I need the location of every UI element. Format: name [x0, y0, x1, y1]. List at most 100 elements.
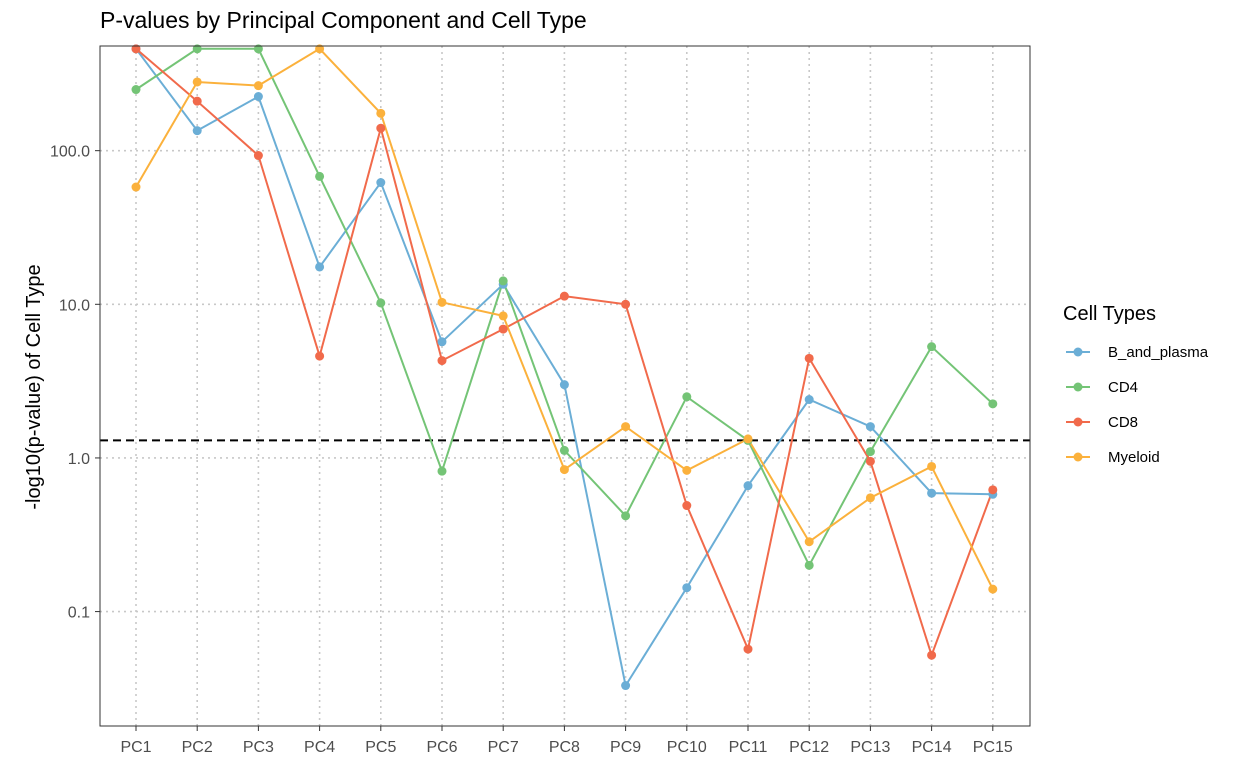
- data-point-cd8: [743, 644, 753, 654]
- chart-title: P-values by Principal Component and Cell…: [100, 7, 587, 33]
- legend-key-point: [1073, 452, 1083, 462]
- legend-label: CD4: [1108, 379, 1138, 396]
- data-point-b-and-plasma: [927, 488, 937, 498]
- x-tick-label: PC4: [304, 739, 335, 756]
- data-point-cd4: [988, 399, 998, 409]
- data-point-myeloid: [743, 434, 753, 444]
- legend-label: CD8: [1108, 414, 1138, 431]
- data-point-cd4: [315, 171, 325, 181]
- x-tick-label: PC6: [426, 739, 457, 756]
- data-point-b-and-plasma: [804, 395, 814, 405]
- data-point-cd8: [253, 151, 263, 161]
- data-point-b-and-plasma: [865, 422, 875, 432]
- data-point-cd4: [804, 560, 814, 570]
- panel-border: [99, 45, 1031, 727]
- data-point-b-and-plasma: [192, 126, 202, 136]
- series-lines: [135, 47, 994, 689]
- data-point-cd4: [376, 298, 386, 308]
- legend-item-b-and-plasma: B_and_plasma: [1066, 344, 1209, 361]
- data-point-cd8: [131, 44, 141, 54]
- x-tick-label: PC13: [850, 739, 890, 756]
- data-point-cd8: [621, 299, 631, 309]
- x-tick-label: PC3: [243, 739, 274, 756]
- y-tick-label: 0.1: [68, 605, 90, 622]
- legend-label: B_and_plasma: [1108, 344, 1209, 361]
- legend: Cell Types B_and_plasma CD4 CD8 Myeloid: [1063, 303, 1209, 466]
- data-point-cd4: [437, 466, 447, 476]
- data-point-myeloid: [131, 182, 141, 192]
- x-tick-label: PC7: [488, 739, 519, 756]
- data-point-myeloid: [192, 77, 202, 87]
- data-point-cd4: [621, 511, 631, 521]
- y-axis-label: -log10(p-value) of Cell Type: [23, 264, 45, 509]
- data-point-myeloid: [437, 297, 447, 307]
- data-point-myeloid: [498, 311, 508, 321]
- data-point-cd8: [315, 351, 325, 361]
- data-point-myeloid: [927, 461, 937, 471]
- legend-label: Myeloid: [1108, 449, 1160, 466]
- data-point-b-and-plasma: [682, 583, 692, 593]
- data-point-b-and-plasma: [559, 380, 569, 390]
- data-point-myeloid: [804, 537, 814, 547]
- x-tick-label: PC12: [789, 739, 829, 756]
- data-point-cd4: [253, 44, 263, 54]
- data-point-myeloid: [253, 81, 263, 91]
- data-point-b-and-plasma: [437, 337, 447, 347]
- legend-title: Cell Types: [1063, 303, 1156, 325]
- x-tick-label: PC1: [120, 739, 151, 756]
- x-tick-label: PC15: [973, 739, 1013, 756]
- data-point-cd4: [682, 392, 692, 402]
- data-point-cd8: [804, 353, 814, 363]
- data-point-cd8: [988, 485, 998, 495]
- data-point-cd4: [559, 445, 569, 455]
- data-point-myeloid: [682, 465, 692, 475]
- x-tick-label: PC8: [549, 739, 580, 756]
- x-tick-label: PC2: [182, 739, 213, 756]
- legend-key-point: [1073, 347, 1083, 357]
- data-point-cd8: [376, 123, 386, 133]
- x-tick-label: PC5: [365, 739, 396, 756]
- grid-lines: [100, 46, 1030, 726]
- legend-item-cd4: CD4: [1066, 379, 1138, 396]
- data-point-myeloid: [559, 465, 569, 475]
- x-tick-label: PC14: [912, 739, 952, 756]
- y-axis-ticks: 0.1 1.0 10.0 100.0: [50, 144, 100, 622]
- data-point-cd4: [192, 44, 202, 54]
- series-line-b-and-plasma: [135, 48, 993, 689]
- data-point-cd8: [927, 650, 937, 660]
- data-point-cd8: [682, 501, 692, 511]
- legend-item-cd8: CD8: [1066, 414, 1138, 431]
- x-tick-label: PC9: [610, 739, 641, 756]
- legend-item-myeloid: Myeloid: [1066, 449, 1160, 466]
- data-point-cd4: [498, 276, 508, 286]
- data-point-myeloid: [621, 422, 631, 432]
- legend-key-point: [1073, 382, 1083, 392]
- legend-key-point: [1073, 417, 1083, 427]
- x-axis-ticks: PC1 PC2 PC3 PC4 PC5 PC6 PC7 PC8 PC9 PC10 PC11 PC12 P…: [120, 726, 1013, 756]
- y-tick-label: 10.0: [59, 297, 90, 314]
- data-point-b-and-plasma: [376, 178, 386, 188]
- data-point-b-and-plasma: [743, 481, 753, 491]
- x-tick-label: PC11: [729, 739, 768, 756]
- data-point-cd4: [927, 342, 937, 352]
- data-point-cd8: [559, 291, 569, 301]
- data-point-cd8: [498, 324, 508, 334]
- x-tick-label: PC10: [667, 739, 707, 756]
- data-point-cd4: [131, 85, 141, 95]
- data-point-cd8: [437, 356, 447, 366]
- series-line-cd4: [135, 47, 994, 568]
- series-points: [131, 44, 998, 691]
- y-tick-label: 100.0: [50, 144, 90, 161]
- data-point-myeloid: [376, 108, 386, 118]
- data-point-cd8: [865, 456, 875, 466]
- data-point-b-and-plasma: [253, 92, 263, 102]
- data-point-cd4: [865, 447, 875, 457]
- data-point-myeloid: [988, 584, 998, 594]
- data-point-myeloid: [865, 493, 875, 503]
- data-point-b-and-plasma: [621, 681, 631, 691]
- data-point-b-and-plasma: [315, 262, 325, 272]
- data-point-myeloid: [315, 44, 325, 54]
- plot-area: [99, 44, 1031, 727]
- data-point-cd8: [192, 96, 202, 106]
